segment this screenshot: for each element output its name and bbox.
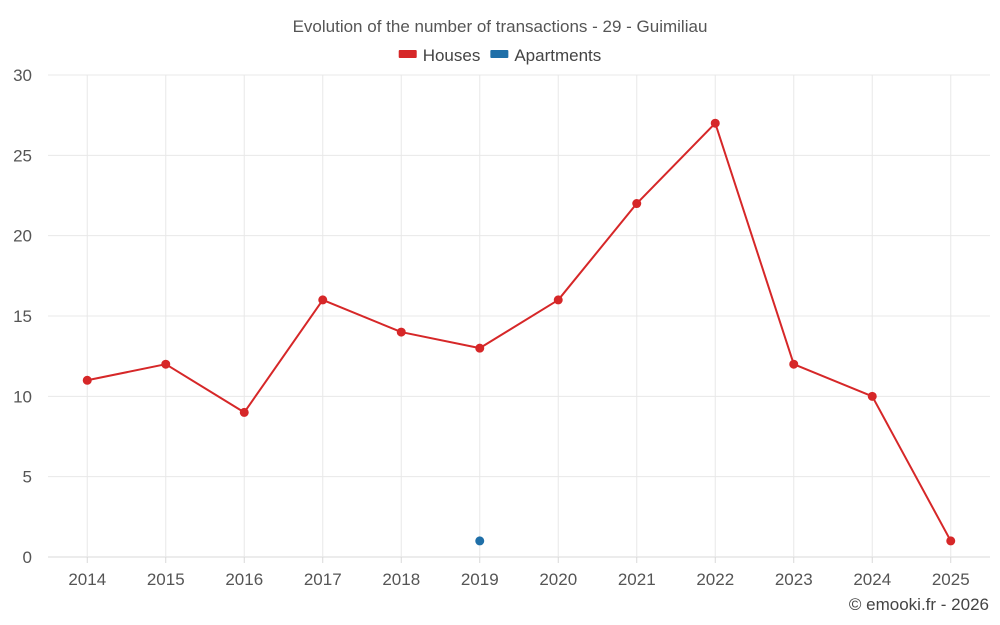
y-tick-label: 10 — [13, 387, 32, 406]
y-tick-label: 20 — [13, 227, 32, 246]
chart-title: Evolution of the number of transactions … — [293, 17, 708, 36]
axis-layer — [86, 557, 952, 563]
houses-data-point[interactable] — [396, 327, 406, 337]
legend-label: Apartments — [514, 46, 601, 65]
houses-data-point[interactable] — [161, 359, 171, 369]
x-tick-label: 2020 — [539, 570, 577, 589]
x-tick-label: 2018 — [382, 570, 420, 589]
x-tick-label: 2017 — [304, 570, 342, 589]
grid-layer — [48, 74, 990, 558]
houses-data-point[interactable] — [82, 375, 92, 385]
y-tick-label: 15 — [13, 307, 32, 326]
x-tick-label: 2019 — [461, 570, 499, 589]
houses-data-point[interactable] — [867, 391, 877, 401]
houses-data-point[interactable] — [475, 343, 485, 353]
x-tick-label: 2022 — [696, 570, 734, 589]
houses-series-line — [86, 122, 952, 542]
x-tick-label: 2023 — [775, 570, 813, 589]
legend-label: Houses — [423, 46, 481, 65]
houses-data-point[interactable] — [710, 118, 720, 128]
y-tick-label: 25 — [13, 146, 32, 165]
houses-data-point[interactable] — [946, 536, 956, 546]
legend-item-houses[interactable]: Houses — [398, 46, 481, 65]
series-layer — [82, 118, 956, 546]
houses-data-point[interactable] — [632, 199, 642, 209]
y-tick-label: 5 — [23, 468, 32, 487]
legend-swatch — [398, 50, 417, 58]
x-tick-label: 2016 — [225, 570, 263, 589]
x-tick-label: 2025 — [932, 570, 970, 589]
houses-data-point[interactable] — [553, 295, 563, 305]
x-tick-label: 2024 — [853, 570, 891, 589]
x-tick-label: 2014 — [68, 570, 106, 589]
y-tick-label: 0 — [23, 548, 32, 567]
footer-credit: © emooki.fr - 2026 — [849, 595, 989, 614]
legend-item-apartments[interactable]: Apartments — [490, 46, 601, 65]
legend[interactable]: Houses Apartments — [398, 46, 602, 65]
houses-data-point[interactable] — [318, 295, 328, 305]
x-tick-label: 2015 — [147, 570, 185, 589]
houses-data-point[interactable] — [239, 407, 249, 417]
legend-swatch — [490, 50, 509, 58]
y-tick-label: 30 — [13, 66, 32, 85]
x-tick-label: 2021 — [618, 570, 656, 589]
apartments-data-point[interactable] — [475, 536, 485, 546]
houses-data-point[interactable] — [789, 359, 799, 369]
